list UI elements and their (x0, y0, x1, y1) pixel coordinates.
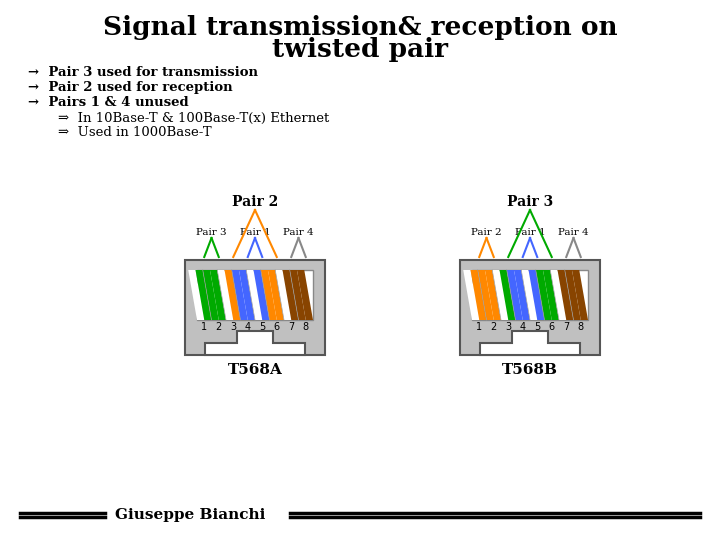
Polygon shape (536, 270, 552, 320)
Text: 5: 5 (534, 322, 541, 332)
Polygon shape (470, 270, 487, 320)
Text: 2: 2 (490, 322, 497, 332)
Text: 4: 4 (245, 322, 251, 332)
Polygon shape (492, 270, 508, 320)
Polygon shape (514, 270, 530, 320)
Text: 1: 1 (201, 322, 207, 332)
Text: 7: 7 (288, 322, 294, 332)
Text: Pair 4: Pair 4 (283, 228, 314, 237)
Text: 1: 1 (476, 322, 482, 332)
Text: 2: 2 (215, 322, 222, 332)
Polygon shape (275, 270, 292, 320)
Polygon shape (268, 270, 284, 320)
Polygon shape (225, 270, 240, 320)
Polygon shape (463, 270, 480, 320)
Polygon shape (500, 270, 516, 320)
Text: Pair 1: Pair 1 (240, 228, 270, 237)
Polygon shape (528, 270, 544, 320)
Polygon shape (485, 270, 501, 320)
Polygon shape (507, 270, 523, 320)
Polygon shape (239, 270, 255, 320)
Text: 8: 8 (577, 322, 584, 332)
Text: →  Pair 2 used for reception: → Pair 2 used for reception (28, 80, 233, 93)
Bar (472, 270, 588, 320)
Text: 8: 8 (302, 322, 309, 332)
Bar (460, 260, 600, 355)
Text: 6: 6 (274, 322, 280, 332)
Text: Pair 1: Pair 1 (515, 228, 545, 237)
Polygon shape (543, 270, 559, 320)
Polygon shape (521, 270, 537, 320)
Text: 7: 7 (563, 322, 570, 332)
Text: →  Pairs 1 & 4 unused: → Pairs 1 & 4 unused (28, 96, 189, 109)
Polygon shape (550, 270, 566, 320)
Text: 4: 4 (520, 322, 526, 332)
Polygon shape (297, 270, 313, 320)
Polygon shape (478, 270, 494, 320)
Polygon shape (557, 270, 574, 320)
Text: ⇒  Used in 1000Base-T: ⇒ Used in 1000Base-T (58, 126, 212, 139)
Text: Pair 3: Pair 3 (196, 228, 227, 237)
Text: 5: 5 (259, 322, 266, 332)
Text: Pair 2: Pair 2 (471, 228, 502, 237)
Polygon shape (282, 270, 299, 320)
Text: Pair 2: Pair 2 (232, 195, 278, 209)
Text: 3: 3 (230, 322, 236, 332)
Text: twisted pair: twisted pair (272, 37, 448, 63)
Text: →  Pair 3 used for transmission: → Pair 3 used for transmission (28, 65, 258, 78)
Text: ⇒  In 10Base-T & 100Base-T(x) Ethernet: ⇒ In 10Base-T & 100Base-T(x) Ethernet (58, 111, 329, 125)
Text: Pair 3: Pair 3 (507, 195, 553, 209)
Polygon shape (572, 270, 588, 320)
Polygon shape (261, 270, 276, 320)
Polygon shape (480, 331, 580, 355)
Text: Signal transmission& reception on: Signal transmission& reception on (103, 15, 617, 39)
Polygon shape (246, 270, 262, 320)
Polygon shape (253, 270, 269, 320)
Polygon shape (203, 270, 219, 320)
Text: 3: 3 (505, 322, 511, 332)
Polygon shape (196, 270, 212, 320)
Polygon shape (232, 270, 248, 320)
Text: Giuseppe Bianchi: Giuseppe Bianchi (115, 508, 266, 522)
Bar (185, 260, 325, 355)
Polygon shape (188, 270, 204, 320)
Text: T568B: T568B (502, 363, 558, 377)
Text: T568A: T568A (228, 363, 282, 377)
Text: 6: 6 (549, 322, 555, 332)
Polygon shape (210, 270, 226, 320)
Polygon shape (289, 270, 306, 320)
Polygon shape (217, 270, 233, 320)
Polygon shape (205, 331, 305, 355)
Text: Pair 4: Pair 4 (558, 228, 589, 237)
Polygon shape (564, 270, 581, 320)
Bar (197, 270, 313, 320)
